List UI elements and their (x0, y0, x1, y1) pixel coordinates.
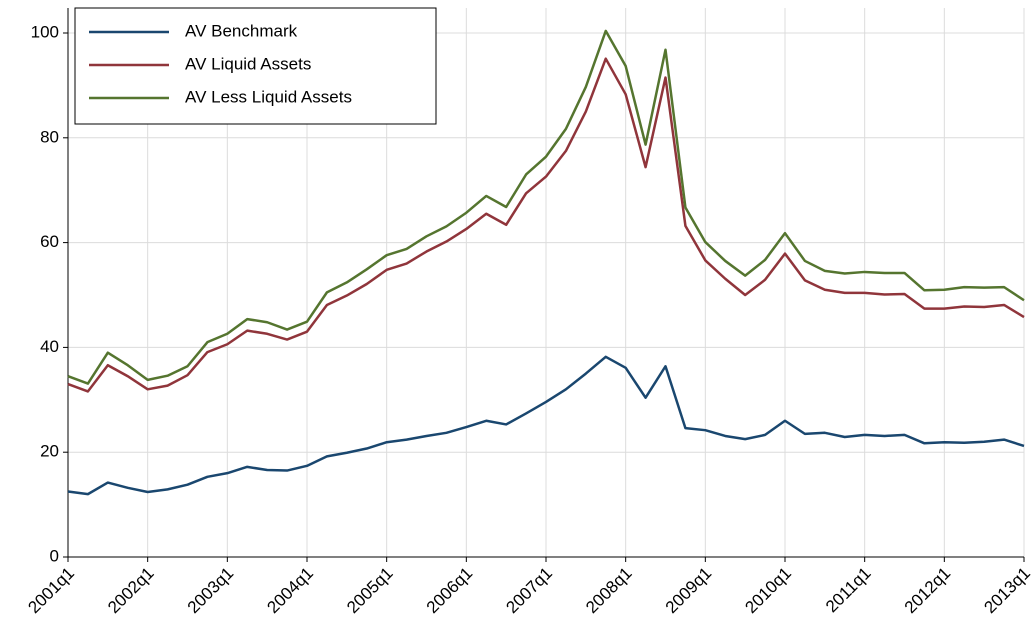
legend-label: AV Liquid Assets (185, 54, 311, 73)
x-tick-label: 2002q1 (104, 564, 158, 618)
x-tick-label: 2008q1 (582, 564, 636, 618)
legend-label: AV Benchmark (185, 21, 298, 40)
series-line (67, 29, 1025, 385)
legend-label: AV Less Liquid Assets (185, 87, 352, 106)
y-tick-label: 40 (40, 337, 59, 356)
x-tick-label: 2007q1 (502, 564, 556, 618)
y-tick-label: 60 (40, 232, 59, 251)
y-tick-label: 100 (31, 22, 59, 41)
x-tick-label: 2009q1 (662, 564, 716, 618)
y-tick-label: 0 (50, 546, 59, 565)
x-tick-label: 2005q1 (343, 564, 397, 618)
x-tick-label: 2001q1 (24, 564, 78, 618)
y-tick-label: 80 (40, 127, 59, 146)
x-tick-label: 2010q1 (741, 564, 795, 618)
x-tick-label: 2004q1 (263, 564, 317, 618)
x-tick-label: 2003q1 (184, 564, 238, 618)
series-line (67, 355, 1025, 496)
series-line (67, 57, 1025, 393)
x-tick-label: 2006q1 (423, 564, 477, 618)
y-tick-label: 20 (40, 442, 59, 461)
x-tick-label: 2011q1 (822, 564, 875, 617)
x-tick-label: 2012q1 (901, 564, 955, 618)
x-tick-label: 2013q1 (980, 564, 1031, 618)
